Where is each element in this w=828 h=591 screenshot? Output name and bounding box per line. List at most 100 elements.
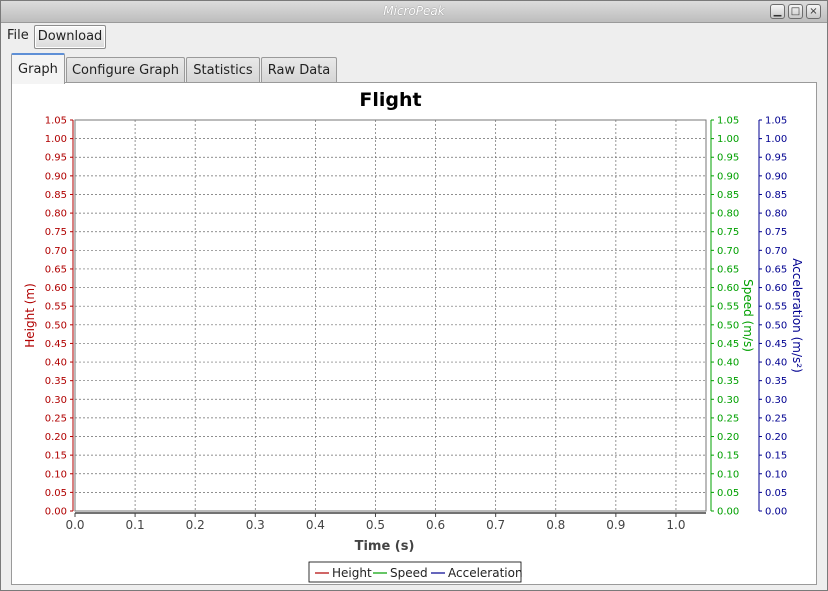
y-tick-label: 0.20 [45, 432, 67, 443]
title-bar[interactable]: MicroPeak ▁ □ × [1, 1, 827, 23]
graph-panel: Flight 0.0 0.1 0.2 0.3 0.4 0.5 0.6 0.7 0.8 0.9 1.0 T… [11, 82, 817, 585]
chart-title: Flight [359, 89, 421, 111]
y-tick-label: 0.25 [45, 413, 67, 424]
y-tick-label: 0.70 [717, 246, 739, 257]
y-tick-label: 0.60 [717, 283, 739, 294]
y-tick-label: 0.70 [765, 246, 787, 257]
y-tick-label: 0.45 [45, 339, 67, 350]
flight-chart[interactable]: Flight 0.0 0.1 0.2 0.3 0.4 0.5 0.6 0.7 0.8 0.9 1.0 T… [12, 83, 816, 584]
y-tick-label: 0.85 [765, 190, 787, 201]
x-tick-label: 0.9 [606, 518, 625, 532]
tab-graph[interactable]: Graph [11, 53, 65, 84]
x-tick-label: 0.5 [366, 518, 385, 532]
y-tick-label: 0.55 [765, 302, 787, 313]
y-tick-label: 0.75 [45, 227, 67, 238]
tab-statistics[interactable]: Statistics [186, 57, 260, 84]
y-tick-label: 0.95 [45, 153, 67, 164]
y-tick-label: 0.05 [45, 488, 67, 499]
close-icon[interactable]: × [806, 4, 821, 19]
y-tick-label: 0.15 [717, 451, 739, 462]
x-tick-label: 0.3 [246, 518, 265, 532]
y-tick-label: 0.55 [717, 302, 739, 313]
y-tick-label: 1.00 [717, 134, 739, 145]
y-tick-label: 0.40 [765, 358, 787, 369]
y-tick-label: 0.15 [45, 451, 67, 462]
y-tick-label: 0.50 [45, 320, 67, 331]
legend-box [308, 561, 522, 583]
y-tick-label: 0.75 [765, 227, 787, 238]
y-tick-label: 0.00 [717, 507, 739, 518]
x-tick-label: 0.0 [65, 518, 84, 532]
legend-item-acceleration: Acceleration [448, 566, 523, 580]
y-tick-label: 0.60 [45, 283, 67, 294]
y-tick-label: 0.90 [717, 171, 739, 182]
y-tick-label: 0.20 [717, 432, 739, 443]
y-tick-label: 0.65 [717, 264, 739, 275]
y-tick-label: 0.70 [45, 246, 67, 257]
minimize-icon[interactable]: ▁ [770, 4, 785, 19]
y-tick-label: 0.60 [765, 283, 787, 294]
y-tick-label: 1.00 [45, 134, 67, 145]
y-tick-label: 0.35 [765, 376, 787, 387]
y-tick-label: 0.45 [765, 339, 787, 350]
menu-bar: File Download [1, 23, 827, 51]
file-menu[interactable]: File [7, 28, 29, 43]
y-tick-label: 0.55 [45, 302, 67, 313]
y-tick-label: 0.50 [765, 320, 787, 331]
y-tick-label: 0.40 [717, 358, 739, 369]
y-tick-label: 0.65 [765, 264, 787, 275]
y-tick-label: 0.35 [717, 376, 739, 387]
y-tick-label: 0.30 [765, 395, 787, 406]
y-tick-label: 0.30 [45, 395, 67, 406]
y-tick-label: 0.20 [765, 432, 787, 443]
plot-area [75, 120, 706, 511]
plot-frame [74, 119, 707, 512]
y-tick-label: 0.10 [45, 469, 67, 480]
x-tick-label: 0.1 [126, 518, 145, 532]
tab-raw-data[interactable]: Raw Data [261, 57, 337, 84]
tab-configure-graph[interactable]: Configure Graph [66, 57, 185, 84]
legend-item-speed: Speed [390, 566, 428, 580]
y-tick-label: 0.45 [717, 339, 739, 350]
y-tick-label: 0.85 [717, 190, 739, 201]
y-tick-label: 0.90 [45, 171, 67, 182]
y-tick-label: 0.00 [45, 507, 67, 518]
height-axis-label: Height (m) [23, 283, 37, 348]
y-tick-label: 0.15 [765, 451, 787, 462]
y-tick-label: 0.65 [45, 264, 67, 275]
y-tick-label: 0.00 [765, 507, 787, 518]
y-tick-label: 0.75 [717, 227, 739, 238]
x-tick-label: 0.4 [306, 518, 325, 532]
y-tick-label: 0.25 [717, 413, 739, 424]
y-tick-label: 0.80 [45, 209, 67, 220]
y-tick-label: 0.35 [45, 376, 67, 387]
x-tick-label: 1.0 [666, 518, 685, 532]
y-tick-label: 0.80 [765, 209, 787, 220]
acceleration-axis-label: Acceleration (m/s²) [790, 258, 804, 373]
y-tick-label: 0.40 [45, 358, 67, 369]
x-tick-label: 0.6 [426, 518, 445, 532]
y-tick-label: 0.90 [765, 171, 787, 182]
y-tick-label: 1.05 [765, 116, 787, 127]
speed-axis-label: Speed (m/s) [741, 279, 755, 352]
y-tick-label: 1.05 [45, 116, 67, 127]
y-tick-label: 0.05 [765, 488, 787, 499]
y-tick-label: 0.05 [717, 488, 739, 499]
y-tick-label: 1.00 [765, 134, 787, 145]
y-tick-label: 0.85 [45, 190, 67, 201]
y-tick-label: 0.30 [717, 395, 739, 406]
y-tick-label: 0.25 [765, 413, 787, 424]
y-tick-label: 0.50 [717, 320, 739, 331]
download-button[interactable]: Download [34, 25, 106, 49]
window-title: MicroPeak [383, 4, 445, 18]
y-tick-label: 0.80 [717, 209, 739, 220]
x-tick-label: 0.2 [186, 518, 205, 532]
y-tick-label: 0.95 [717, 153, 739, 164]
maximize-icon[interactable]: □ [788, 4, 803, 19]
legend-item-height: Height [332, 566, 372, 580]
x-tick-label: 0.7 [486, 518, 505, 532]
x-tick-label: 0.8 [546, 518, 565, 532]
y-tick-label: 0.10 [765, 469, 787, 480]
y-tick-label: 1.05 [717, 116, 739, 127]
